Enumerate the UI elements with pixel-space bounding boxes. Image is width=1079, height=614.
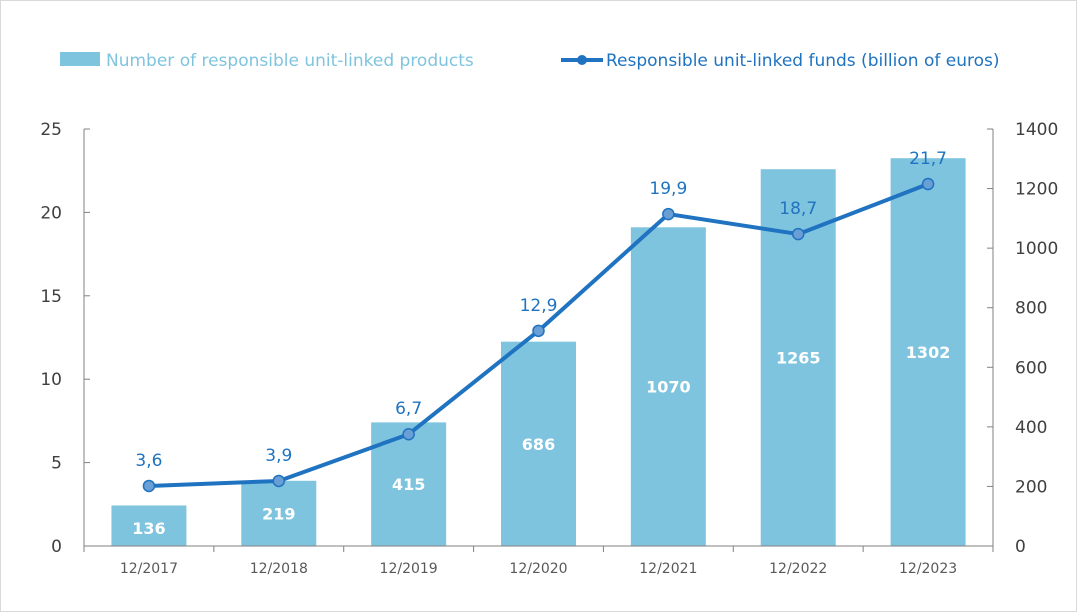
legend-label-funds: Responsible unit-linked funds (billion o…: [606, 51, 999, 71]
bar: [111, 505, 187, 546]
right-axis: 0 200 400 600 800 1000 1200 1400: [987, 120, 1058, 557]
line-data-label: 21,7: [909, 149, 947, 169]
line-data-label: 3,6: [135, 451, 162, 471]
bar: [630, 227, 706, 547]
bar-data-label: 1265: [776, 349, 821, 368]
bar: [241, 480, 317, 546]
bar-data-label: 1070: [646, 378, 691, 397]
left-axis-tick-label: 25: [40, 120, 62, 140]
right-axis-tick-label: 0: [1015, 537, 1026, 557]
left-axis-tick-label: 5: [51, 454, 62, 474]
bar-data-label: 686: [522, 435, 555, 454]
x-axis: 12/2017 12/2018 12/2019 12/2020 12/2021 12/20…: [83, 545, 994, 577]
x-axis-tick-label: 12/2022: [769, 561, 827, 577]
right-axis-tick-label: 400: [1015, 418, 1047, 438]
line-data-label: 18,7: [779, 199, 817, 219]
right-axis-tick-label: 600: [1015, 358, 1047, 378]
left-axis-tick-label: 15: [40, 287, 62, 307]
right-axis-tick-label: 800: [1015, 299, 1047, 319]
x-axis-tick-label: 12/2020: [509, 561, 567, 577]
legend-swatch-marker: [577, 55, 587, 65]
line-point: [142, 479, 156, 493]
x-axis-tick-label: 12/2018: [250, 561, 308, 577]
bar-series: 136 219 415 686 1070 1265 1302: [111, 158, 966, 547]
x-axis-tick-label: 12/2019: [380, 561, 438, 577]
left-axis: 0 5 10 15 20 25: [40, 120, 90, 557]
bar: [890, 158, 966, 546]
line-point: [791, 227, 805, 241]
bar: [501, 341, 576, 546]
legend-label-products: Number of responsible unit-linked produc…: [106, 51, 474, 71]
line-data-label: 6,7: [395, 399, 422, 419]
legend-swatch-bar: [60, 52, 100, 66]
line-data-label: 12,9: [520, 296, 558, 316]
line-point: [921, 177, 935, 191]
line-point: [272, 474, 286, 488]
line-point: [402, 427, 415, 441]
left-axis-tick-label: 20: [40, 203, 62, 223]
line-point: [662, 207, 675, 221]
bar-data-label: 136: [132, 519, 165, 538]
bar-data-label: 1302: [906, 343, 951, 362]
bar-data-label: 415: [392, 475, 425, 494]
right-axis-tick-label: 200: [1015, 477, 1047, 497]
left-axis-tick-label: 0: [51, 537, 62, 557]
line-data-label: 19,9: [649, 179, 687, 199]
x-axis-tick-label: 12/2021: [639, 561, 697, 577]
line-point: [532, 324, 545, 338]
bar-data-label: 219: [262, 504, 295, 523]
line-data-label: 3,9: [265, 446, 292, 466]
left-axis-tick-label: 10: [40, 370, 62, 390]
x-axis-tick-label: 12/2017: [120, 561, 178, 577]
x-axis-tick-label: 12/2023: [899, 561, 957, 577]
right-axis-tick-label: 1200: [1015, 180, 1058, 200]
right-axis-tick-label: 1000: [1015, 239, 1058, 259]
legend: Number of responsible unit-linked produc…: [60, 51, 999, 71]
line-series: 3,6 3,9 6,7 12,9 19,9 18,7 21,7: [135, 149, 947, 493]
right-axis-tick-label: 1400: [1015, 120, 1058, 140]
